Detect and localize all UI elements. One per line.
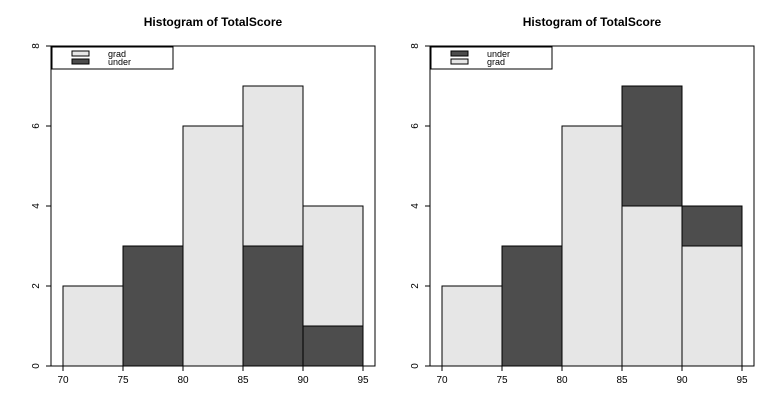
bar-grad-70-75 (441, 285, 503, 367)
y-tick-label-2: 2 (410, 283, 421, 289)
bar-under-90-95 (302, 325, 364, 367)
legend-label-under: under (487, 49, 510, 59)
chart-panel-1: Histogram of TotalScore 70 75 80 85 90 95 0 2 4 6 8… (31, 15, 376, 386)
y-tick-label-6: 6 (31, 123, 42, 129)
chart-title: Histogram of TotalScore (523, 15, 662, 29)
bar-grad-70-75 (62, 285, 124, 367)
bar-grad-80-85 (561, 125, 623, 367)
legend-swatch-under (71, 58, 90, 65)
legend-swatch-under (450, 50, 469, 57)
x-tick-label-70: 70 (57, 375, 69, 386)
x-tick-label-75: 75 (496, 375, 508, 386)
x-tick-label-90: 90 (297, 375, 309, 386)
y-tick-label-0: 0 (31, 363, 42, 369)
chart-title: Histogram of TotalScore (144, 15, 283, 29)
y-tick-label-4: 4 (410, 203, 421, 209)
bar-under-75-80 (122, 245, 184, 367)
legend-label-under: under (108, 57, 131, 67)
legend-swatch-grad (450, 58, 469, 65)
legend-label-grad: grad (108, 49, 126, 59)
x-tick-label-75: 75 (117, 375, 129, 386)
y-tick-label-8: 8 (31, 43, 42, 49)
x-tick-label-85: 85 (237, 375, 249, 386)
x-tick-label-90: 90 (676, 375, 688, 386)
x-tick-label-80: 80 (556, 375, 568, 386)
chart-panel-2: Histogram of TotalScore 70 75 80 85 90 95 0 2 4 6 8… (410, 15, 755, 386)
bar-under-85-90 (242, 245, 304, 367)
y-tick-label-4: 4 (31, 203, 42, 209)
x-tick-label-95: 95 (736, 375, 748, 386)
legend-swatch-grad (71, 50, 90, 57)
y-tick-label-0: 0 (410, 363, 421, 369)
bar-grad-90-95 (681, 245, 743, 367)
y-tick-label-2: 2 (31, 283, 42, 289)
bar-under-75-80 (501, 245, 563, 367)
x-tick-label-85: 85 (616, 375, 628, 386)
y-tick-label-8: 8 (410, 43, 421, 49)
bar-grad-80-85 (182, 125, 244, 367)
legend-label-grad: grad (487, 57, 505, 67)
bar-grad-85-90 (621, 205, 683, 367)
y-tick-label-6: 6 (410, 123, 421, 129)
x-tick-label-80: 80 (177, 375, 189, 386)
x-tick-label-95: 95 (357, 375, 369, 386)
x-tick-label-70: 70 (436, 375, 448, 386)
